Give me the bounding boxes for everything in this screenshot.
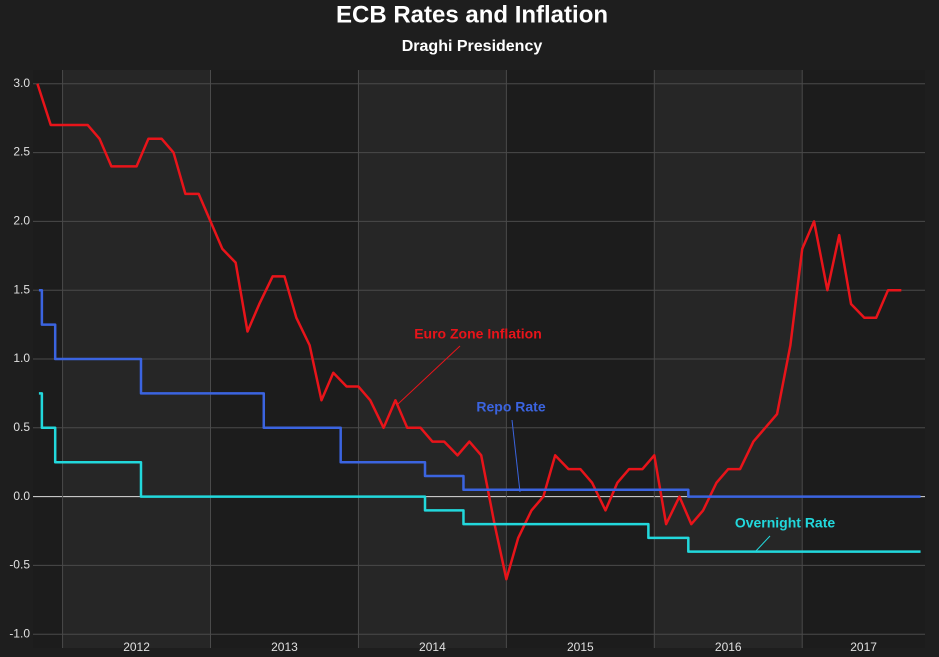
series-line <box>36 83 902 581</box>
annotation-leader <box>754 535 771 553</box>
y-tick-label: 1.5 <box>13 282 30 296</box>
series-line <box>38 288 921 498</box>
x-tick-label: 2013 <box>271 640 298 654</box>
y-tick-label: 2.5 <box>13 145 30 159</box>
y-tick-label: -0.5 <box>9 558 30 572</box>
chart-subtitle: Draghi Presidency <box>402 38 543 55</box>
y-tick-label: 3.0 <box>13 76 30 90</box>
series-label: Euro Zone Inflation <box>414 326 542 342</box>
chart-title: ECB Rates and Inflation <box>336 1 608 28</box>
x-tick-label: 2014 <box>419 640 446 654</box>
y-tick-label: 0.5 <box>13 420 30 434</box>
y-tick-label: -1.0 <box>9 626 30 640</box>
x-tick-label: 2017 <box>850 640 877 654</box>
x-tick-label: 2016 <box>715 640 742 654</box>
x-tick-label: 2012 <box>123 640 150 654</box>
annotation-leader <box>511 419 521 493</box>
annotation-leader <box>397 345 461 405</box>
series-line <box>38 392 921 553</box>
series-label: Overnight Rate <box>735 515 836 531</box>
y-tick-label: 1.0 <box>13 351 30 365</box>
series-label: Repo Rate <box>476 399 545 415</box>
x-tick-label: 2015 <box>567 640 594 654</box>
y-tick-label: 2.0 <box>13 214 30 228</box>
y-tick-label: 0.0 <box>13 489 30 503</box>
